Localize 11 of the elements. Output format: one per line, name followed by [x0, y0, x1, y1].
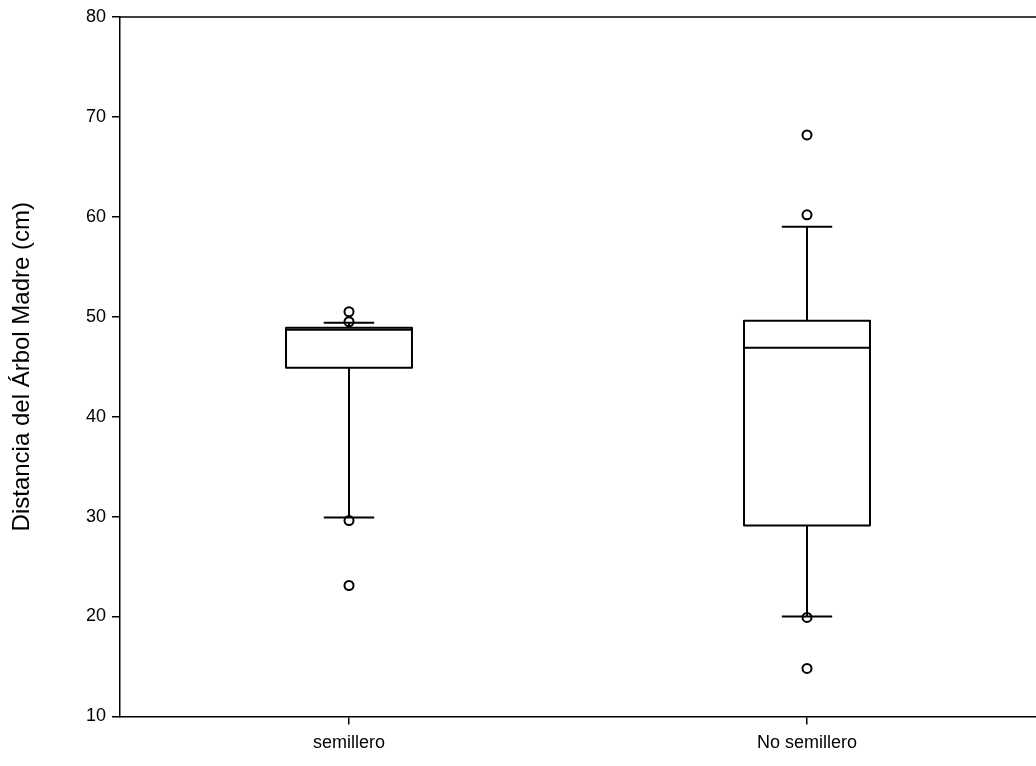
- y-axis-title: Distancia del Árbol Madre (cm): [7, 201, 35, 532]
- y-tick-label: 20: [85, 605, 106, 626]
- y-tick-label: 50: [85, 305, 106, 326]
- y-tick-label: 60: [85, 205, 106, 226]
- x-tick-label: semillero: [312, 732, 386, 753]
- y-tick-label: 10: [85, 705, 106, 726]
- x-tick-label: No semillero: [756, 732, 858, 753]
- y-tick-label: 80: [85, 5, 106, 26]
- y-tick-label: 70: [85, 105, 106, 126]
- y-tick-label: 30: [85, 505, 106, 526]
- y-tick-label: 40: [85, 405, 106, 426]
